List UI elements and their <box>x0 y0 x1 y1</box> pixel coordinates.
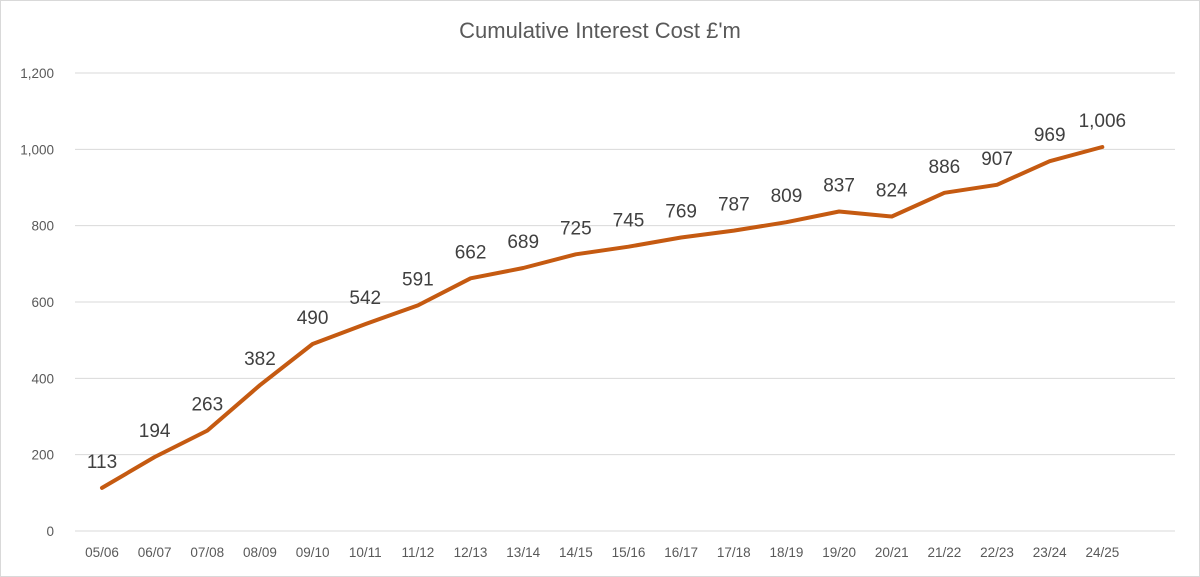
x-tick-label: 14/15 <box>559 545 593 560</box>
x-tick-label: 05/06 <box>85 545 119 560</box>
data-label: 382 <box>244 349 276 370</box>
data-label: 886 <box>929 157 961 178</box>
x-tick-label: 08/09 <box>243 545 277 560</box>
x-tick-label: 19/20 <box>822 545 856 560</box>
x-tick-label: 18/19 <box>770 545 804 560</box>
y-tick-label: 1,200 <box>20 66 54 81</box>
x-tick-label: 07/08 <box>190 545 224 560</box>
x-tick-label: 11/12 <box>402 545 435 560</box>
data-label: 542 <box>349 288 381 309</box>
series-layer <box>100 145 1105 490</box>
x-tick-label: 24/25 <box>1085 545 1119 560</box>
data-label: 1,006 <box>1079 111 1127 132</box>
x-tick-label: 23/24 <box>1033 545 1067 560</box>
y-axis-ticks: 0 200 400 600 800 1,000 1,200 <box>20 66 54 539</box>
x-tick-label: 21/22 <box>928 545 962 560</box>
data-label: 907 <box>981 149 1013 170</box>
gridlines <box>75 72 1175 532</box>
data-label: 837 <box>823 176 855 197</box>
data-label: 490 <box>297 308 329 329</box>
data-label: 591 <box>402 269 434 290</box>
chart-title: Cumulative Interest Cost £'m <box>459 18 741 43</box>
y-tick-label: 800 <box>31 219 54 234</box>
x-tick-label: 13/14 <box>506 545 540 560</box>
x-tick-label: 09/10 <box>296 545 330 560</box>
data-labels: 113 194 263 382 490 542 591 662 689 725 745 769 787 8… <box>87 111 1126 473</box>
data-label: 824 <box>876 181 908 202</box>
data-label: 194 <box>139 421 171 442</box>
y-tick-label: 400 <box>31 371 54 386</box>
data-label: 969 <box>1034 125 1066 146</box>
x-tick-label: 10/11 <box>349 545 382 560</box>
x-tick-label: 12/13 <box>454 545 488 560</box>
data-label: 725 <box>560 218 592 239</box>
data-label: 787 <box>718 195 750 216</box>
y-tick-label: 600 <box>31 295 54 310</box>
x-tick-label: 06/07 <box>138 545 172 560</box>
data-label: 769 <box>665 201 697 222</box>
x-tick-label: 20/21 <box>875 545 909 560</box>
y-tick-label: 1,000 <box>20 142 54 157</box>
data-label: 662 <box>455 242 487 263</box>
x-tick-label: 17/18 <box>717 545 751 560</box>
y-tick-label: 0 <box>46 524 54 539</box>
data-label: 113 <box>87 452 117 473</box>
x-axis-ticks: 05/06 06/07 07/08 08/09 09/10 10/11 11/12 12/13… <box>85 545 1119 560</box>
x-tick-label: 22/23 <box>980 545 1014 560</box>
data-label: 809 <box>771 186 803 207</box>
data-label: 745 <box>613 211 645 232</box>
x-tick-label: 15/16 <box>612 545 646 560</box>
series-line <box>100 145 1105 490</box>
x-tick-label: 16/17 <box>664 545 698 560</box>
y-tick-label: 200 <box>31 448 54 463</box>
data-label: 689 <box>507 232 539 253</box>
data-label: 263 <box>191 395 223 416</box>
